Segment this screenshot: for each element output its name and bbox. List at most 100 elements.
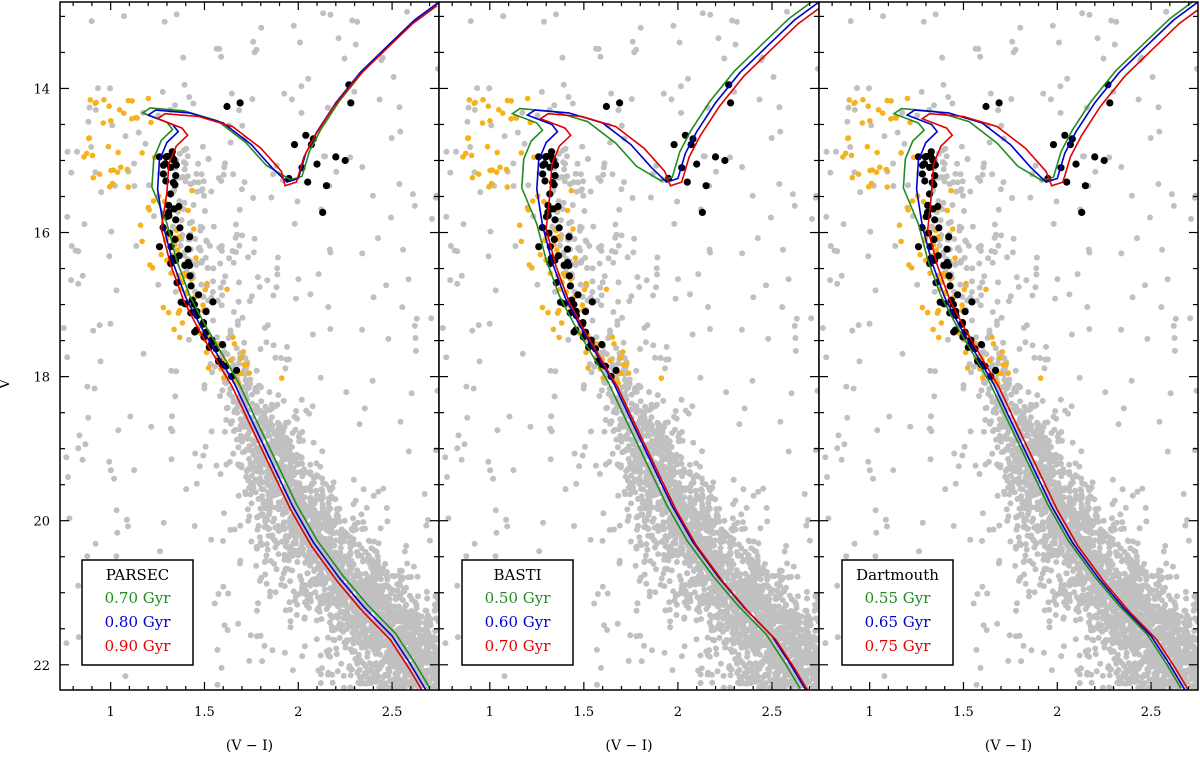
field-star [734, 668, 741, 675]
field-star [256, 534, 263, 541]
field-star [652, 589, 659, 596]
field-star [358, 552, 365, 559]
field-star [309, 331, 316, 338]
field-star [666, 482, 673, 489]
field-star [705, 499, 712, 506]
field-star [720, 536, 727, 543]
panel-basti: 1 1.5 2 2.5 (V − I) BASTI 0.50 Gyr 0.60 Gyr… [438, 1, 820, 754]
field-star [269, 438, 276, 444]
field-star [662, 607, 669, 614]
field-star [767, 661, 774, 668]
field-star [195, 179, 202, 186]
field-star [236, 107, 243, 114]
field-star [350, 476, 357, 483]
field-star [723, 637, 730, 643]
field-star [681, 559, 688, 566]
field-star [377, 576, 384, 583]
field-star [608, 393, 615, 400]
field-star [258, 398, 265, 405]
field-star [204, 265, 211, 272]
field-star [704, 634, 711, 641]
field-star [641, 410, 648, 416]
field-star [374, 553, 381, 560]
field-star [768, 135, 775, 141]
field-star [75, 445, 82, 452]
field-star [142, 140, 149, 147]
field-star [290, 22, 297, 29]
field-star [256, 577, 263, 584]
field-star [433, 665, 439, 672]
field-star [410, 563, 417, 570]
field-star [670, 588, 677, 595]
field-star [319, 495, 326, 501]
field-star [669, 667, 676, 674]
field-star [180, 54, 187, 61]
field-star [731, 631, 738, 638]
field-star [214, 334, 220, 341]
field-star [292, 479, 299, 486]
field-star [433, 671, 439, 678]
field-star [761, 560, 768, 567]
field-star [230, 259, 237, 266]
field-star [248, 472, 255, 479]
field-star [661, 551, 667, 558]
field-star [702, 578, 709, 585]
field-star [279, 424, 286, 431]
field-star [470, 385, 477, 392]
field-star [368, 573, 375, 580]
field-star [683, 602, 690, 609]
field-star [282, 533, 289, 540]
field-star [240, 420, 247, 427]
field-star [322, 153, 329, 160]
field-star [410, 639, 416, 646]
field-star [254, 607, 260, 614]
field-star [342, 557, 349, 564]
field-star [268, 194, 275, 201]
field-star [310, 439, 317, 446]
field-star [763, 573, 770, 580]
field-star [736, 674, 743, 681]
field-star [327, 11, 334, 18]
field-star [333, 529, 340, 536]
field-star [236, 206, 243, 213]
member-star [159, 170, 167, 178]
candidate-star [238, 354, 244, 361]
field-star [445, 515, 452, 522]
member-star [186, 261, 194, 269]
field-star [709, 636, 716, 643]
field-star [107, 467, 114, 474]
field-star [373, 587, 380, 594]
field-star [307, 471, 314, 478]
field-star [414, 619, 421, 626]
field-star [313, 617, 320, 624]
field-star [249, 400, 256, 407]
candidate-star [110, 167, 116, 173]
field-star [363, 594, 370, 601]
field-star [229, 393, 236, 400]
field-star [777, 418, 784, 425]
field-star [805, 612, 811, 619]
field-star [354, 18, 361, 25]
field-star [636, 469, 643, 476]
field-star [642, 557, 649, 564]
field-star [127, 413, 134, 420]
field-star [302, 582, 309, 588]
field-star [291, 413, 298, 420]
field-star [350, 536, 357, 543]
field-star [263, 580, 270, 587]
field-star [325, 634, 331, 641]
field-star [417, 632, 424, 639]
field-star [253, 562, 260, 569]
field-star [443, 213, 450, 220]
field-star [781, 548, 788, 555]
field-star [741, 525, 748, 532]
field-star [724, 532, 731, 539]
field-star [423, 607, 430, 614]
field-star [302, 559, 309, 566]
field-star [176, 150, 183, 157]
field-star [641, 415, 648, 421]
field-star [704, 509, 711, 515]
field-star [347, 672, 354, 679]
field-star [403, 681, 410, 688]
field-star [628, 487, 635, 494]
